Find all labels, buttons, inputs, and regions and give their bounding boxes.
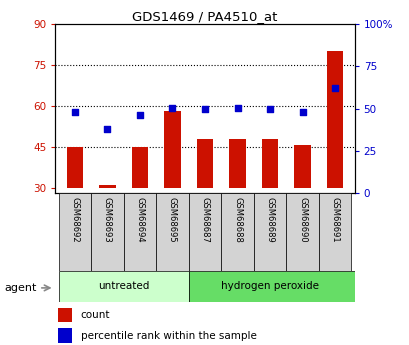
Bar	[99, 185, 115, 188]
Bar	[131, 147, 148, 188]
Bar	[188, 193, 221, 271]
Bar	[196, 139, 213, 188]
Bar	[261, 139, 278, 188]
Bar	[58, 193, 91, 271]
Bar	[164, 111, 180, 188]
Text: GSM68688: GSM68688	[232, 197, 241, 243]
Bar	[318, 193, 351, 271]
Text: agent: agent	[4, 283, 36, 293]
Bar	[285, 193, 318, 271]
Point	[104, 126, 110, 132]
Text: GSM68690: GSM68690	[297, 197, 306, 243]
Bar	[156, 193, 188, 271]
Point	[72, 109, 78, 115]
Point	[201, 106, 208, 111]
Bar	[294, 146, 310, 188]
Text: count: count	[81, 310, 110, 320]
Text: percentile rank within the sample: percentile rank within the sample	[81, 331, 256, 341]
Text: GSM68695: GSM68695	[168, 197, 177, 243]
Text: GSM68692: GSM68692	[70, 197, 79, 243]
Bar	[253, 193, 285, 271]
Point	[299, 109, 305, 115]
Text: GSM68687: GSM68687	[200, 197, 209, 243]
Point	[266, 106, 273, 111]
Point	[331, 86, 337, 91]
Text: GSM68693: GSM68693	[103, 197, 112, 243]
Title: GDS1469 / PA4510_at: GDS1469 / PA4510_at	[132, 10, 277, 23]
Bar	[91, 193, 124, 271]
Bar	[58, 308, 71, 322]
Point	[234, 105, 240, 111]
Bar	[124, 193, 156, 271]
Bar	[326, 51, 342, 188]
Text: untreated: untreated	[98, 282, 149, 291]
Bar	[67, 147, 83, 188]
Bar	[58, 271, 188, 302]
Point	[169, 105, 175, 111]
Bar	[221, 193, 253, 271]
Bar	[188, 271, 354, 302]
Text: GSM68691: GSM68691	[330, 197, 339, 243]
Bar	[229, 139, 245, 188]
Text: hydrogen peroxide: hydrogen peroxide	[220, 282, 318, 291]
Text: GSM68694: GSM68694	[135, 197, 144, 243]
Text: GSM68689: GSM68689	[265, 197, 274, 243]
Point	[136, 113, 143, 118]
Bar	[58, 328, 71, 343]
